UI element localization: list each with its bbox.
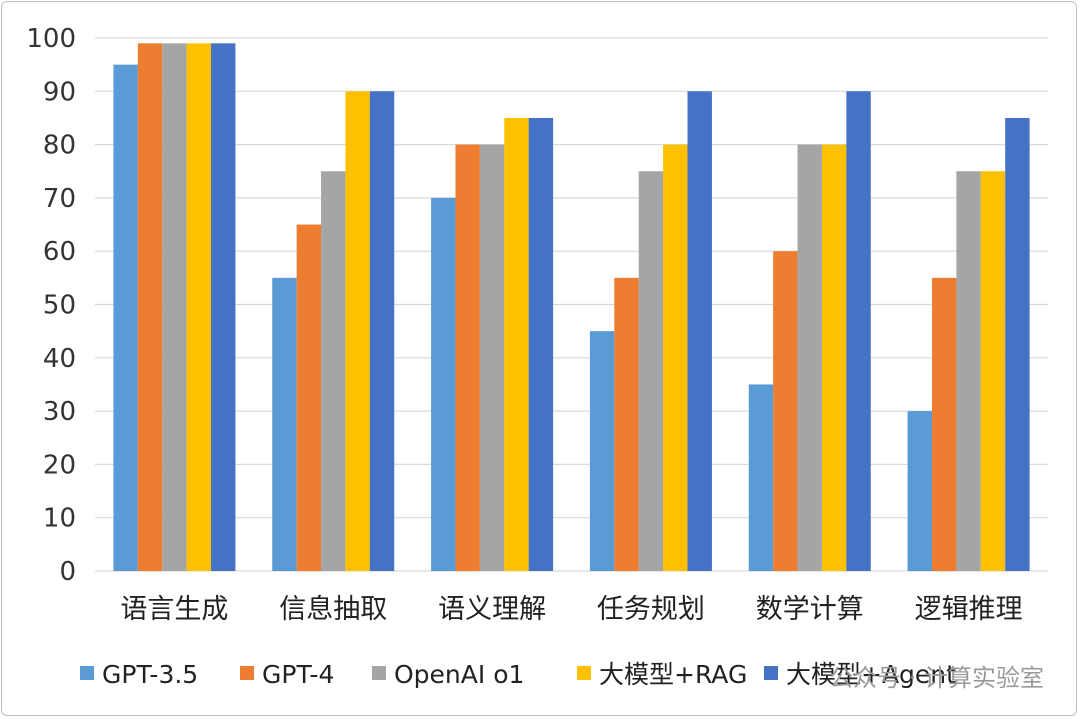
legend-label: GPT-3.5	[102, 660, 198, 689]
y-tick-label: 0	[59, 557, 76, 587]
bar	[846, 91, 871, 572]
bar	[614, 277, 639, 571]
bar	[113, 64, 138, 572]
bar	[528, 117, 554, 571]
bar	[956, 171, 981, 571]
bar	[272, 277, 297, 571]
y-tick-label: 100	[26, 24, 76, 54]
y-axis-ticks: 0 10 20 30 40 50 60 70 80 90 100	[26, 24, 76, 587]
x-category-label: 逻辑推理	[915, 594, 1023, 625]
bar	[321, 171, 346, 571]
bar	[504, 117, 529, 571]
x-category-label: 信息抽取	[279, 594, 387, 625]
bar	[186, 43, 212, 571]
legend-swatch	[372, 666, 386, 680]
y-tick-label: 10	[43, 504, 76, 534]
bar	[211, 43, 236, 571]
legend-label: OpenAI o1	[394, 660, 524, 689]
bar	[431, 197, 456, 571]
bar	[931, 277, 957, 571]
bar	[479, 144, 505, 571]
bar	[137, 43, 163, 571]
bars	[113, 43, 1030, 572]
bar	[797, 144, 822, 571]
y-tick-label: 70	[43, 184, 76, 214]
bar	[907, 411, 932, 571]
x-category-label: 数学计算	[756, 594, 864, 625]
legend-swatch	[80, 666, 94, 680]
legend-label: GPT-4	[262, 660, 334, 689]
y-tick-label: 20	[43, 450, 76, 480]
bar	[748, 384, 774, 571]
legend-swatch	[764, 666, 778, 680]
legend-swatch	[240, 666, 254, 680]
x-axis-categories: 语言生成 信息抽取 语义理解 任务规划 数学计算 逻辑推理	[120, 594, 1022, 625]
x-category-label: 语言生成	[120, 594, 228, 625]
grid-lines	[95, 37, 1048, 572]
y-tick-label: 80	[43, 131, 76, 161]
bar	[455, 144, 480, 571]
bar	[663, 144, 688, 571]
x-category-label: 任务规划	[597, 594, 705, 625]
bar	[589, 331, 615, 571]
y-tick-label: 60	[43, 237, 76, 267]
watermark: 公众号 · 计算实验室	[829, 664, 1044, 692]
bar	[687, 91, 712, 572]
y-tick-label: 40	[43, 344, 76, 374]
bar	[773, 251, 798, 571]
legend-label: 大模型+RAG	[599, 660, 747, 689]
y-tick-label: 90	[43, 77, 76, 107]
legend-swatch	[577, 666, 591, 680]
bar	[821, 144, 847, 571]
bar	[638, 171, 664, 571]
legend-label: 大模型+Agent	[786, 660, 956, 689]
bar	[980, 171, 1006, 571]
bar	[1005, 117, 1030, 571]
bar	[345, 91, 370, 572]
bar	[162, 43, 187, 571]
legend: GPT-3.5 GPT-4 OpenAI o1 大模型+RAG 大模型+Agent	[80, 660, 956, 689]
bar	[296, 224, 322, 572]
y-tick-label: 50	[43, 291, 76, 321]
bar	[369, 91, 395, 572]
x-category-label: 语义理解	[438, 594, 546, 625]
y-tick-label: 30	[43, 397, 76, 427]
